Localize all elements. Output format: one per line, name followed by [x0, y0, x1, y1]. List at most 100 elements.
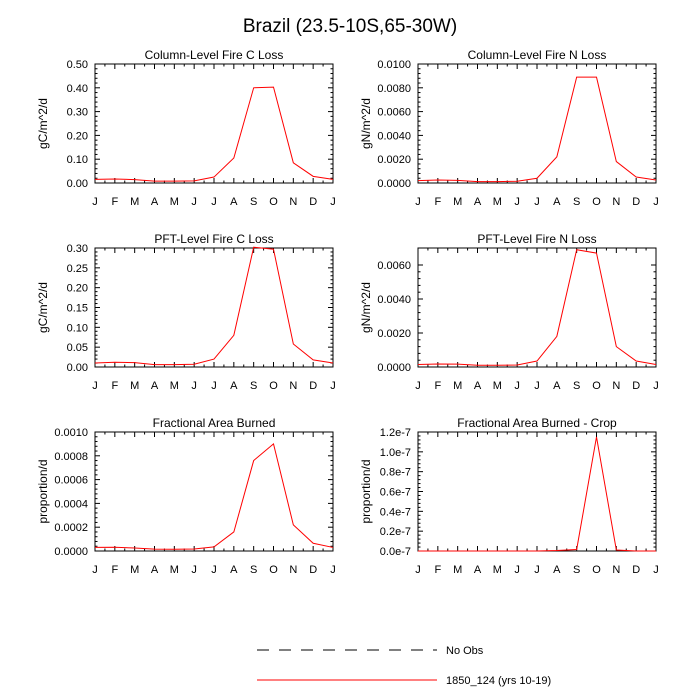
- x-tick-label: M: [170, 380, 179, 392]
- x-tick-label: A: [553, 196, 561, 208]
- y-tick-label: 0.0040: [377, 130, 411, 142]
- y-axis-label: gC/m^2/d: [36, 282, 50, 333]
- y-tick-label: 0.0004: [54, 498, 88, 510]
- y-tick-label: 0.00: [67, 178, 88, 190]
- chart-title: Column-Level Fire N Loss: [468, 48, 607, 62]
- x-tick-label: J: [330, 380, 336, 392]
- y-tick-label: 0.6e-7: [380, 487, 411, 499]
- x-tick-label: M: [453, 564, 462, 576]
- x-tick-label: J: [191, 564, 197, 576]
- x-tick-label: N: [289, 196, 297, 208]
- x-tick-label: A: [151, 196, 159, 208]
- x-tick-label: M: [170, 564, 179, 576]
- y-tick-label: 0.0060: [377, 107, 411, 119]
- series-line-1: [417, 249, 657, 366]
- x-tick-label: J: [330, 564, 336, 576]
- x-tick-label: D: [632, 380, 640, 392]
- x-tick-label: A: [230, 564, 238, 576]
- x-tick-label: O: [592, 564, 601, 576]
- x-tick-label: M: [493, 380, 502, 392]
- y-tick-label: 0.30: [67, 107, 88, 119]
- y-tick-label: 0.0040: [377, 294, 411, 306]
- y-tick-label: 0.20: [67, 283, 88, 295]
- x-tick-label: A: [553, 380, 561, 392]
- x-tick-label: A: [230, 196, 238, 208]
- y-tick-label: 0.0060: [377, 260, 411, 272]
- x-tick-label: J: [191, 196, 197, 208]
- x-tick-label: A: [553, 564, 561, 576]
- x-tick-label: J: [415, 564, 421, 576]
- x-tick-label: S: [573, 380, 580, 392]
- y-tick-label: 0.2e-7: [380, 526, 411, 538]
- series-line-1: [94, 442, 334, 550]
- y-tick-label: 0.0100: [377, 59, 411, 71]
- x-tick-label: D: [309, 380, 317, 392]
- x-tick-label: S: [250, 564, 257, 576]
- x-tick-label: S: [573, 564, 580, 576]
- x-tick-label: F: [434, 380, 441, 392]
- y-tick-label: 0.20: [67, 130, 88, 142]
- chart-title: PFT-Level Fire N Loss: [477, 232, 596, 246]
- y-tick-label: 0.0008: [54, 451, 88, 463]
- y-tick-label: 0.0020: [377, 154, 411, 166]
- x-tick-label: J: [92, 196, 98, 208]
- chart-title: Column-Level Fire C Loss: [145, 48, 284, 62]
- y-tick-label: 0.0000: [377, 362, 411, 374]
- x-tick-label: F: [434, 196, 441, 208]
- x-tick-label: A: [151, 564, 159, 576]
- x-tick-label: D: [309, 196, 317, 208]
- y-tick-label: 0.0000: [377, 178, 411, 190]
- x-tick-label: J: [534, 196, 540, 208]
- x-tick-label: J: [211, 380, 217, 392]
- x-tick-label: J: [653, 380, 659, 392]
- x-tick-label: J: [653, 564, 659, 576]
- series-line-1: [418, 436, 656, 552]
- y-tick-label: 0.10: [67, 322, 88, 334]
- y-tick-label: 0.0020: [377, 328, 411, 340]
- y-axis-label: gN/m^2/d: [359, 98, 373, 149]
- y-tick-label: 0.0e-7: [380, 546, 411, 558]
- x-tick-label: J: [514, 380, 520, 392]
- x-tick-label: F: [434, 564, 441, 576]
- y-tick-label: 1.0e-7: [380, 447, 411, 459]
- x-tick-label: J: [534, 564, 540, 576]
- x-tick-label: N: [612, 196, 620, 208]
- y-tick-label: 0.8e-7: [380, 467, 411, 479]
- x-tick-label: A: [151, 380, 159, 392]
- x-tick-label: J: [330, 196, 336, 208]
- x-tick-label: J: [415, 380, 421, 392]
- x-tick-label: J: [514, 564, 520, 576]
- x-tick-label: S: [250, 380, 257, 392]
- legend: No Obs 1850_124 (yrs 10-19): [257, 645, 551, 687]
- series-line-1: [94, 86, 334, 182]
- y-tick-label: 0.05: [67, 342, 88, 354]
- y-tick-label: 0.30: [67, 243, 88, 255]
- x-tick-label: S: [573, 196, 580, 208]
- x-tick-label: O: [269, 380, 278, 392]
- x-tick-label: F: [111, 196, 118, 208]
- y-axis-label: proportion/d: [36, 459, 50, 523]
- chart-title: Fractional Area Burned - Crop: [457, 416, 617, 430]
- y-tick-label: 0.00: [67, 362, 88, 374]
- x-tick-label: J: [211, 564, 217, 576]
- x-tick-label: J: [92, 564, 98, 576]
- y-tick-label: 0.25: [67, 263, 88, 275]
- x-tick-label: M: [453, 380, 462, 392]
- y-axis-label: gC/m^2/d: [36, 98, 50, 149]
- x-tick-label: A: [230, 380, 238, 392]
- x-tick-label: D: [632, 564, 640, 576]
- x-tick-label: J: [92, 380, 98, 392]
- x-tick-label: J: [415, 196, 421, 208]
- x-tick-label: J: [514, 196, 520, 208]
- x-tick-label: M: [130, 196, 139, 208]
- y-tick-label: 0.0002: [54, 522, 88, 534]
- y-axis-label: proportion/d: [359, 459, 373, 523]
- x-tick-label: M: [453, 196, 462, 208]
- y-tick-label: 0.40: [67, 83, 88, 95]
- y-tick-label: 0.0000: [54, 546, 88, 558]
